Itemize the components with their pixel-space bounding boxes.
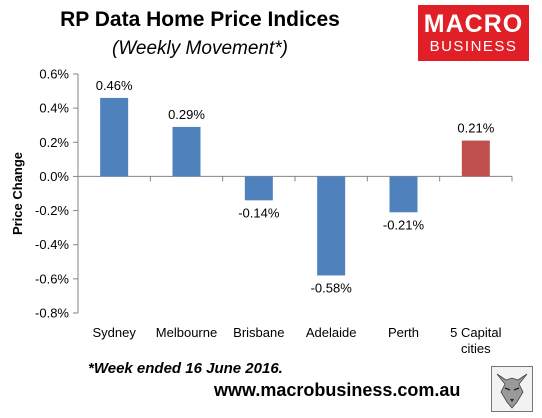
category-label: Perth (388, 325, 419, 340)
y-tick-label: 0.0% (39, 169, 69, 184)
y-tick-label: 0.4% (39, 101, 69, 116)
bar (461, 140, 490, 177)
macrobusiness-logo: MACRO BUSINESS (418, 5, 529, 61)
data-label: 0.29% (168, 107, 205, 122)
y-tick-label: -0.8% (35, 306, 69, 321)
logo-line-1: MACRO (423, 10, 524, 38)
data-label: 0.21% (457, 121, 494, 136)
chart-subtitle: (Weekly Movement*) (112, 38, 288, 59)
bar (100, 97, 129, 177)
chart-title: RP Data Home Price Indices (60, 8, 340, 31)
chart-axes: -0.8% -0.6% -0.4% -0.2% 0.0% 0.2% 0.4% 0.6% Pric… (10, 67, 513, 321)
y-tick-label: 0.2% (39, 135, 69, 150)
bar (389, 176, 418, 213)
category-label: Sydney (92, 325, 136, 340)
chart-bars (100, 97, 490, 276)
y-tick-label: -0.4% (35, 237, 69, 252)
data-label: -0.21% (383, 217, 425, 232)
category-label: 5 Capital (450, 325, 501, 340)
logo-line-2: BUSINESS (429, 38, 518, 55)
y-axis-title: Price Change (10, 152, 25, 235)
website-link[interactable]: www.macrobusiness.com.au (214, 380, 461, 400)
wolf-mascot-icon (491, 366, 533, 412)
data-label: -0.14% (238, 205, 280, 220)
y-tick-label: -0.2% (35, 203, 69, 218)
bar (172, 126, 201, 177)
bar-chart: -0.8% -0.6% -0.4% -0.2% 0.0% 0.2% 0.4% 0.6% Pric… (10, 67, 513, 356)
bar (317, 176, 346, 276)
footnote: *Week ended 16 June 2016. (88, 360, 283, 377)
bar (244, 176, 273, 201)
category-label: Melbourne (156, 325, 217, 340)
data-label: -0.58% (311, 280, 353, 295)
category-label: Adelaide (306, 325, 357, 340)
data-label: 0.46% (96, 78, 133, 93)
chart-labels: 0.46% Sydney 0.29% Melbourne -0.14% Brisbane -… (92, 78, 501, 356)
category-label: cities (461, 341, 491, 356)
category-label: Brisbane (233, 325, 284, 340)
y-tick-label: 0.6% (39, 67, 69, 82)
y-tick-label: -0.6% (35, 271, 69, 286)
